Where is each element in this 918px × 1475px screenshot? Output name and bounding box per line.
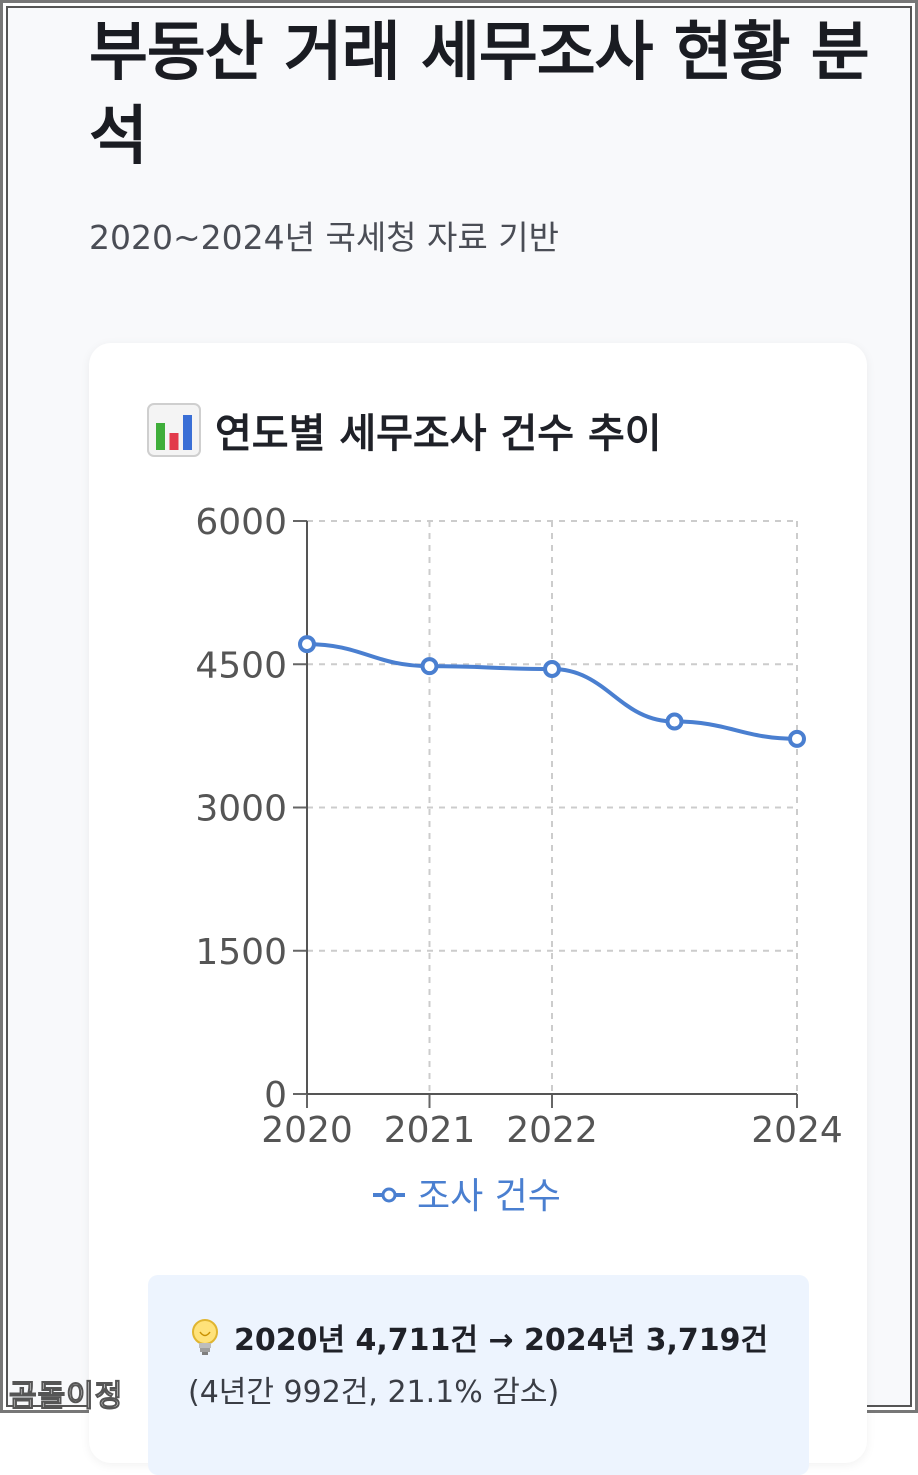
insight-sub: (4년간 992건, 21.1% 감소)	[188, 1375, 560, 1410]
insight-box: 2020년 4,711건 → 2024년 3,719건 (4년간 992건, 2…	[148, 1275, 809, 1475]
bar-chart-icon	[147, 403, 201, 457]
page-subtitle: 2020~2024년 국세청 자료 기반	[89, 218, 559, 257]
y-tick-label: 0	[264, 1075, 287, 1116]
line-chart: 0 1500 3000 4500 6000 2020 2021 2022 2024 조사 건수	[195, 502, 843, 1217]
data-point	[665, 712, 684, 731]
data-point	[298, 635, 316, 654]
insight-main-text: 2020년 4,711건 → 2024년 3,719건	[234, 1323, 769, 1358]
x-tick-label: 2021	[384, 1110, 476, 1151]
y-tick-label: 6000	[195, 502, 287, 543]
chart-card: 연도별 세무조사 건수 추이 0 1500 3000 4500 6000 2020 2021…	[89, 343, 867, 1475]
lightbulb-icon	[192, 1319, 218, 1355]
x-tick-label: 2024	[751, 1110, 843, 1151]
data-point	[788, 729, 806, 748]
data-point	[543, 660, 561, 679]
card-title: 연도별 세무조사 건수 추이	[147, 401, 662, 459]
data-point	[420, 657, 439, 676]
y-tick-label: 4500	[195, 645, 287, 686]
card-title-text: 연도별 세무조사 건수 추이	[215, 411, 662, 457]
y-tick-label: 1500	[195, 932, 287, 973]
x-tick-label: 2020	[261, 1110, 353, 1151]
legend-marker	[381, 1187, 397, 1203]
page-title: 부동산 거래 세무조사 현황 분석	[89, 16, 870, 174]
insight-main: 2020년 4,711건 → 2024년 3,719건	[188, 1315, 768, 1359]
x-tick-label: 2022	[506, 1110, 598, 1151]
legend-label: 조사 건수	[417, 1176, 561, 1217]
watermark: 곰돌이정	[8, 1379, 124, 1415]
y-tick-label: 3000	[195, 789, 287, 830]
